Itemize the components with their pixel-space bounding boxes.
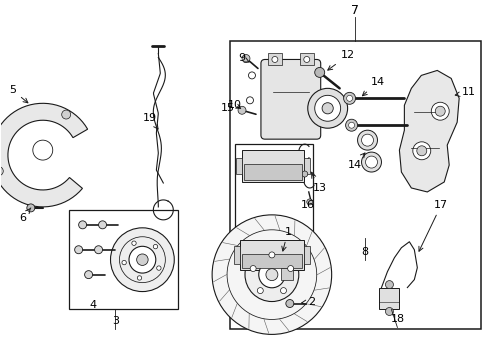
Circle shape [27, 204, 35, 212]
Circle shape [99, 221, 106, 229]
Circle shape [385, 280, 393, 289]
Circle shape [314, 95, 340, 121]
Circle shape [257, 288, 263, 293]
Circle shape [212, 215, 331, 334]
Circle shape [322, 103, 333, 114]
Circle shape [357, 130, 377, 150]
Circle shape [434, 106, 444, 116]
Bar [244, 164, 301, 180]
Circle shape [153, 244, 157, 249]
Circle shape [110, 228, 174, 292]
Circle shape [285, 300, 293, 307]
Text: 13: 13 [311, 174, 326, 193]
Circle shape [280, 288, 286, 293]
Circle shape [246, 97, 253, 104]
Circle shape [301, 171, 307, 177]
Circle shape [303, 57, 309, 62]
Text: 1: 1 [281, 227, 291, 251]
Text: 19: 19 [143, 113, 158, 129]
Circle shape [250, 266, 256, 271]
Circle shape [132, 241, 136, 246]
Circle shape [365, 156, 377, 168]
Circle shape [244, 248, 298, 302]
Circle shape [306, 199, 312, 205]
Text: 11: 11 [454, 87, 475, 97]
Circle shape [271, 57, 277, 62]
Bar [267, 54, 281, 66]
Circle shape [136, 254, 148, 265]
Bar [240, 240, 303, 270]
Circle shape [307, 88, 347, 128]
Circle shape [0, 167, 3, 176]
Bar [242, 254, 301, 268]
Bar [281, 268, 293, 280]
Text: 14: 14 [362, 77, 384, 96]
Circle shape [122, 260, 126, 265]
Circle shape [265, 269, 277, 280]
FancyBboxPatch shape [261, 59, 320, 139]
Text: 3: 3 [112, 316, 119, 327]
Text: 10: 10 [227, 100, 242, 110]
Circle shape [385, 307, 393, 315]
Text: 18: 18 [389, 314, 404, 324]
Circle shape [348, 122, 354, 128]
Circle shape [84, 271, 92, 279]
Circle shape [346, 95, 352, 101]
Polygon shape [0, 103, 87, 207]
Text: 4: 4 [89, 300, 96, 310]
Circle shape [314, 67, 324, 77]
Bar [234, 246, 240, 264]
Circle shape [345, 119, 357, 131]
Text: 17: 17 [418, 200, 447, 251]
Circle shape [156, 266, 161, 270]
Text: 8: 8 [360, 247, 367, 257]
Bar [299, 54, 313, 66]
Circle shape [242, 54, 249, 62]
Bar [303, 158, 309, 174]
Polygon shape [399, 71, 458, 192]
Circle shape [412, 142, 430, 160]
Bar [68, 210, 178, 310]
Circle shape [33, 140, 53, 160]
Circle shape [430, 102, 448, 120]
Text: 9: 9 [238, 54, 248, 63]
Circle shape [94, 246, 102, 254]
Circle shape [248, 72, 255, 79]
Bar [242, 150, 303, 182]
Text: 6: 6 [20, 208, 31, 223]
Bar [379, 288, 399, 310]
Circle shape [268, 252, 274, 258]
Circle shape [61, 110, 71, 119]
Bar [235, 144, 312, 282]
Text: 16: 16 [300, 200, 314, 210]
Circle shape [361, 134, 373, 146]
Circle shape [129, 246, 156, 273]
Circle shape [238, 106, 245, 114]
Circle shape [79, 221, 86, 229]
Circle shape [416, 146, 426, 156]
Circle shape [75, 246, 82, 254]
Circle shape [343, 92, 355, 104]
Text: 12: 12 [327, 50, 354, 70]
Bar [303, 246, 309, 264]
Text: 5: 5 [9, 85, 28, 103]
Bar [229, 41, 480, 329]
Bar [236, 158, 242, 174]
Text: 14: 14 [347, 153, 364, 170]
Circle shape [137, 276, 142, 280]
Text: 7: 7 [350, 4, 358, 17]
Text: 15: 15 [221, 103, 235, 113]
Circle shape [258, 261, 285, 288]
Circle shape [287, 266, 293, 271]
Circle shape [361, 152, 381, 172]
Text: 2: 2 [301, 297, 315, 306]
